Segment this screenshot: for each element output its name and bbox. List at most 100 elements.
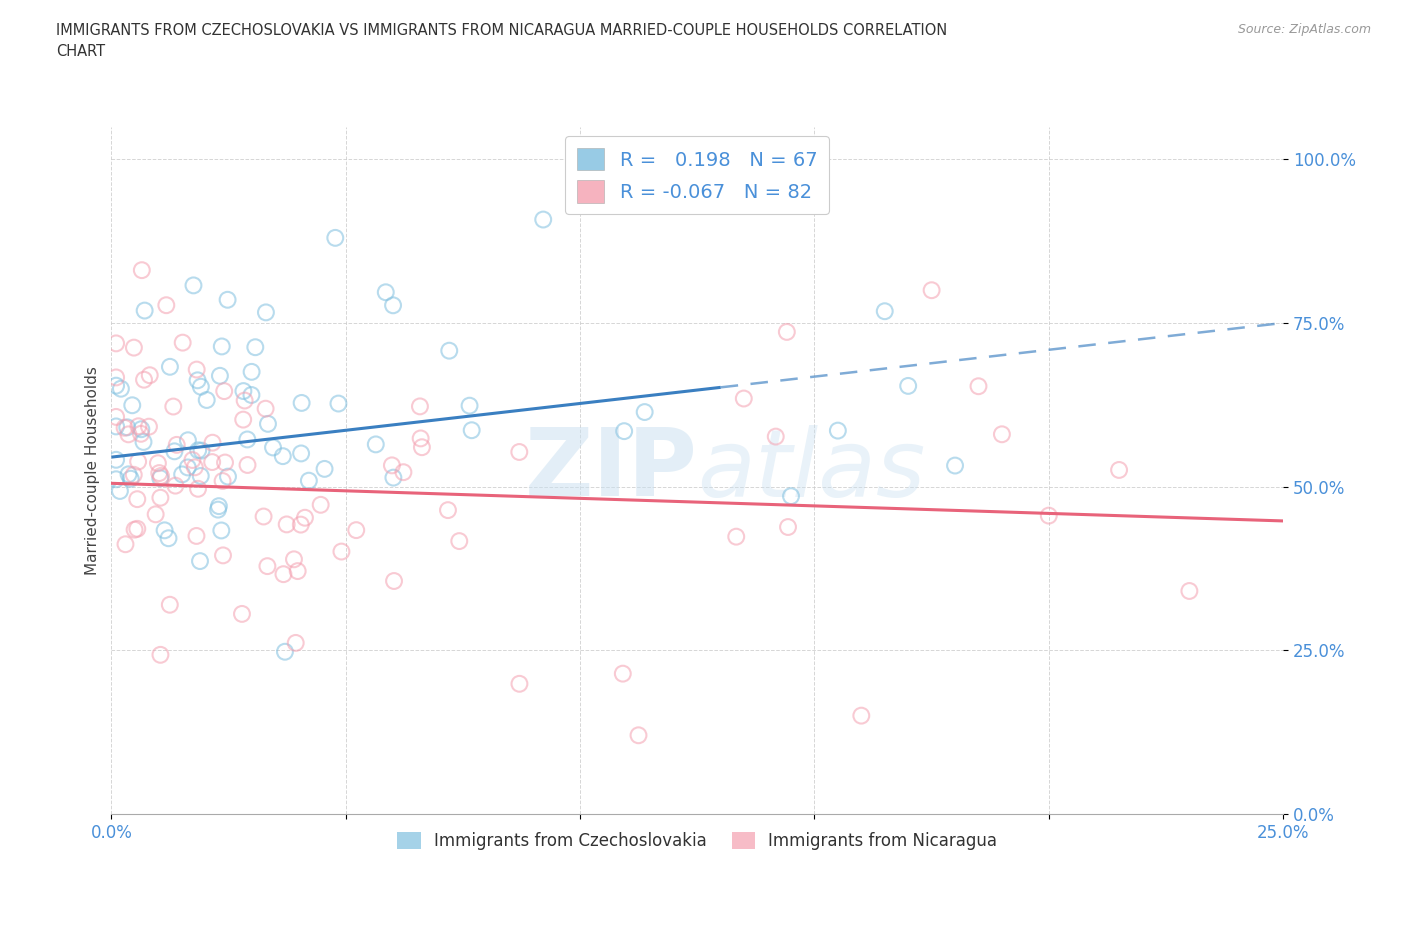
Point: [120, 472, 142, 486]
Point: [232, 384, 254, 399]
Point: [166, 437, 188, 452]
Point: [162, 399, 184, 414]
Point: [159, 597, 181, 612]
Point: [252, 509, 274, 524]
Point: [117, 427, 139, 442]
Point: [105, 419, 128, 434]
Point: [201, 455, 224, 470]
Point: [163, 444, 186, 458]
Point: [254, 401, 277, 416]
Point: [149, 647, 172, 662]
Point: [195, 392, 218, 407]
Point: [392, 465, 415, 480]
Point: [105, 336, 128, 351]
Point: [177, 460, 200, 475]
Point: [186, 362, 208, 377]
Point: [134, 303, 156, 318]
Point: [183, 278, 205, 293]
Point: [851, 709, 873, 724]
Point: [274, 644, 297, 659]
Point: [1108, 462, 1130, 477]
Point: [733, 392, 755, 406]
Point: [271, 448, 294, 463]
Point: [124, 523, 146, 538]
Point: [725, 529, 748, 544]
Point: [105, 370, 128, 385]
Point: [127, 522, 149, 537]
Point: [184, 459, 207, 474]
Point: [254, 305, 277, 320]
Point: [122, 340, 145, 355]
Point: [181, 453, 204, 468]
Point: [294, 511, 316, 525]
Point: [157, 531, 180, 546]
Point: [187, 443, 209, 458]
Point: [146, 456, 169, 471]
Legend: Immigrants from Czechoslovakia, Immigrants from Nicaragua: Immigrants from Czechoslovakia, Immigran…: [391, 826, 1004, 857]
Point: [382, 574, 405, 589]
Point: [1178, 583, 1201, 598]
Point: [149, 490, 172, 505]
Point: [115, 419, 138, 434]
Point: [256, 559, 278, 574]
Point: [276, 517, 298, 532]
Text: ZIP: ZIP: [524, 424, 697, 516]
Point: [172, 335, 194, 350]
Point: [991, 427, 1014, 442]
Point: [437, 503, 460, 518]
Point: [409, 431, 432, 445]
Point: [765, 429, 787, 444]
Point: [187, 482, 209, 497]
Point: [458, 398, 481, 413]
Point: [155, 298, 177, 312]
Point: [188, 553, 211, 568]
Point: [149, 469, 172, 484]
Point: [283, 551, 305, 566]
Point: [131, 422, 153, 437]
Point: [207, 502, 229, 517]
Y-axis label: Married-couple Households: Married-couple Households: [86, 365, 100, 575]
Point: [776, 520, 799, 535]
Point: [105, 409, 128, 424]
Point: [330, 544, 353, 559]
Point: [211, 473, 233, 488]
Point: [217, 292, 239, 307]
Point: [212, 548, 235, 563]
Point: [105, 472, 128, 486]
Point: [873, 304, 896, 319]
Point: [323, 231, 346, 246]
Point: [508, 676, 530, 691]
Point: [344, 523, 367, 538]
Point: [117, 467, 139, 482]
Point: [212, 384, 235, 399]
Point: [145, 507, 167, 522]
Point: [1038, 508, 1060, 523]
Point: [159, 359, 181, 374]
Point: [148, 466, 170, 481]
Point: [211, 339, 233, 354]
Point: [232, 412, 254, 427]
Point: [127, 492, 149, 507]
Point: [114, 537, 136, 551]
Point: [190, 469, 212, 484]
Point: [240, 365, 263, 379]
Point: [284, 635, 307, 650]
Point: [132, 434, 155, 449]
Point: [208, 498, 231, 513]
Point: [177, 432, 200, 447]
Point: [967, 379, 990, 393]
Point: [290, 517, 312, 532]
Point: [827, 423, 849, 438]
Point: [138, 367, 160, 382]
Point: [439, 343, 461, 358]
Point: [165, 478, 187, 493]
Point: [287, 564, 309, 578]
Point: [411, 440, 433, 455]
Point: [108, 484, 131, 498]
Point: [364, 437, 387, 452]
Point: [105, 452, 128, 467]
Text: Source: ZipAtlas.com: Source: ZipAtlas.com: [1237, 23, 1371, 36]
Point: [290, 446, 312, 461]
Point: [233, 393, 256, 408]
Point: [309, 498, 332, 512]
